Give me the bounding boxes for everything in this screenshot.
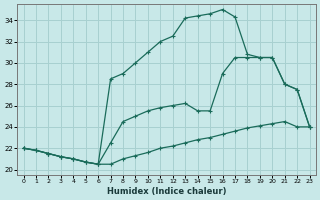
X-axis label: Humidex (Indice chaleur): Humidex (Indice chaleur)	[107, 187, 226, 196]
